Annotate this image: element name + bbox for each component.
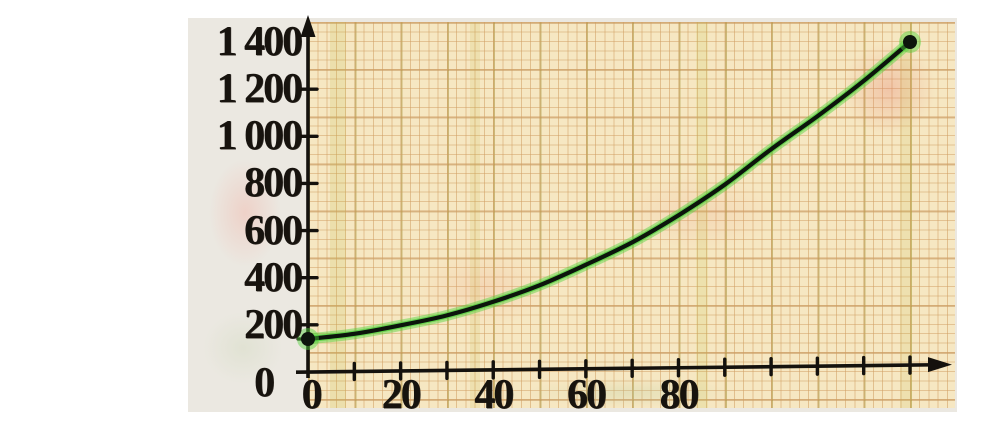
x-axis-arrowhead	[928, 357, 952, 373]
y-axis-arrowhead	[300, 15, 316, 37]
y-tick-label: 1 400	[216, 19, 304, 65]
x-tick-label: 40	[474, 372, 514, 418]
curve-glow-inner	[304, 38, 914, 343]
curve-line	[305, 39, 913, 342]
curve-endpoint-dot	[301, 332, 315, 346]
x-axis-line	[295, 362, 939, 374]
x-tick-label: 20	[381, 372, 422, 418]
y-tick-label: 400	[244, 254, 303, 301]
y-tick-label: 600	[244, 207, 303, 254]
y-tick-label: 200	[244, 301, 303, 348]
x-tick-label: 60	[566, 372, 607, 418]
x-tick-label: 80	[659, 372, 699, 418]
y-tick-label: 800	[244, 160, 303, 207]
x-tick-label: 0	[301, 372, 323, 418]
y-tick-label: 1 200	[216, 66, 304, 113]
y-tick-label: 0	[254, 360, 275, 406]
curve-endpoint-dot	[903, 35, 917, 49]
grid-paper-background	[308, 22, 955, 408]
curve-glow	[302, 36, 916, 345]
y-tick-label: 1 000	[216, 113, 304, 160]
